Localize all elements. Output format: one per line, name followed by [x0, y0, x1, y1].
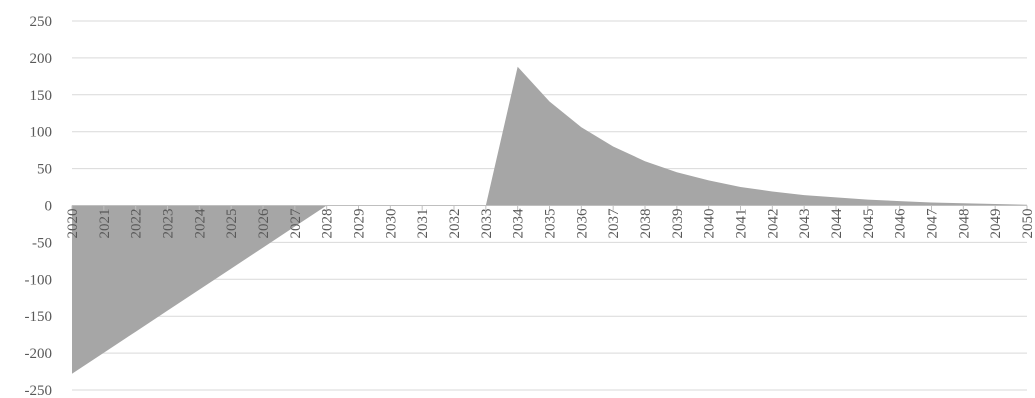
x-tick-label: 2042	[765, 209, 781, 239]
x-tick-label: 2035	[543, 209, 559, 239]
x-tick-label: 2043	[797, 209, 813, 239]
x-tick-label: 2030	[383, 209, 399, 239]
x-tick-label: 2044	[829, 208, 845, 239]
y-tick-label: 150	[30, 88, 53, 104]
y-tick-label: -50	[32, 235, 52, 251]
area-fill	[72, 66, 1027, 374]
x-tick-label: 2049	[988, 209, 1004, 239]
y-tick-label: 200	[30, 51, 53, 67]
x-tick-label: 2029	[352, 209, 368, 239]
x-tick-label: 2046	[893, 208, 909, 239]
y-tick-label: -100	[25, 272, 53, 288]
y-tick-label: 250	[30, 14, 53, 30]
y-tick-label: 100	[30, 125, 53, 141]
x-tick-label: 2020	[65, 209, 81, 239]
x-axis-tick-labels: 2020 2021 2022 2023 2024 2025 2026 2027 2028 2029…	[65, 208, 1035, 239]
x-tick-label: 2026	[256, 208, 272, 239]
area-series	[72, 66, 1027, 374]
x-tick-label: 2031	[415, 209, 431, 239]
x-tick-label: 2034	[511, 208, 527, 239]
x-tick-label: 2024	[192, 208, 208, 239]
x-tick-label: 2025	[224, 209, 240, 239]
y-tick-label: -150	[25, 309, 53, 325]
x-axis	[71, 205, 1028, 211]
x-tick-label: 2032	[447, 209, 463, 239]
x-tick-label: 2021	[97, 209, 113, 239]
x-tick-label: 2048	[956, 209, 972, 239]
x-tick-label: 2040	[702, 209, 718, 239]
x-tick-label: 2027	[288, 208, 304, 239]
y-tick-label: 50	[37, 162, 52, 178]
x-tick-label: 2038	[638, 209, 654, 239]
y-axis-tick-labels: -250 -200 -150 -100 -50 0 50 100 150 200 250	[25, 14, 53, 398]
x-tick-label: 2036	[574, 208, 590, 239]
x-tick-label: 2033	[479, 209, 495, 239]
x-tick-label: 2047	[925, 208, 941, 239]
y-tick-label: 0	[45, 199, 53, 215]
x-tick-label: 2039	[670, 209, 686, 239]
x-tick-label: 2023	[161, 209, 177, 239]
x-tick-label: 2045	[861, 209, 877, 239]
x-tick-label: 2050	[1020, 209, 1035, 239]
y-tick-label: -250	[25, 383, 53, 398]
y-tick-label: -200	[25, 346, 53, 362]
x-tick-label: 2037	[606, 208, 622, 239]
x-tick-label: 2041	[734, 209, 750, 239]
x-tick-label: 2028	[320, 209, 336, 239]
x-tick-label: 2022	[129, 209, 145, 239]
